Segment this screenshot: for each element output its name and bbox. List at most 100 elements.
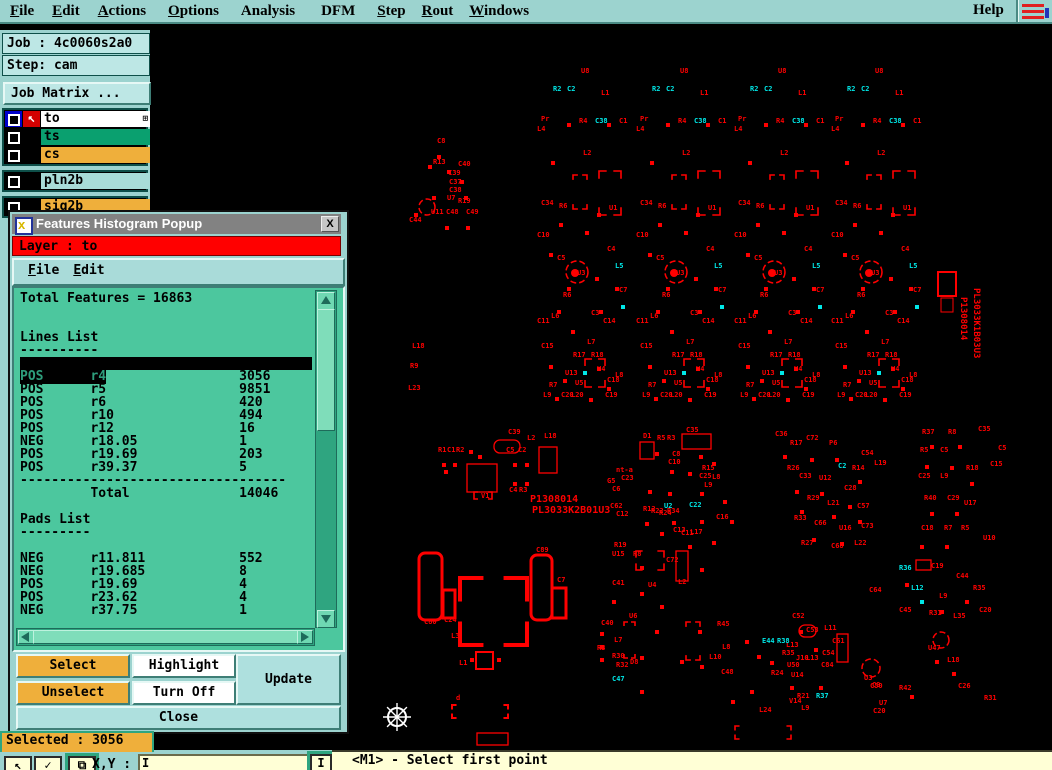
menu-item-edit[interactable]: Edit (52, 3, 80, 19)
layer-row-cs[interactable]: cs (4, 146, 150, 164)
histogram-row[interactable]: POS r10 494 (20, 408, 263, 423)
histogram-row[interactable]: POS r19.69 4 (20, 577, 247, 592)
histogram-row[interactable]: POS r23.62 4 (20, 590, 247, 605)
scroll-up-icon[interactable] (317, 292, 335, 310)
scroll-right-icon[interactable] (297, 630, 313, 644)
popup-title-bar[interactable]: x Features Histogram Popup X (12, 214, 341, 235)
menu-item-dfm[interactable]: DFM (321, 3, 356, 19)
layer-visibility-checkbox[interactable] (5, 147, 22, 163)
svg-text:U3: U3 (676, 269, 684, 277)
layer-name-cs[interactable]: cs (41, 147, 150, 163)
histogram-row[interactable]: POS r5 9851 (20, 382, 271, 397)
layer-visibility-checkbox[interactable] (5, 129, 22, 145)
svg-text:C5: C5 (557, 254, 565, 262)
histogram-row[interactable]: NEG r11.811 552 (20, 551, 263, 566)
svg-text:R7: R7 (648, 381, 656, 389)
svg-text:C14: C14 (897, 317, 910, 325)
layer-name-to[interactable]: to ⊞ (41, 111, 150, 127)
svg-text:C6: C6 (612, 485, 620, 493)
menu-item-rout[interactable]: Rout (421, 3, 454, 19)
job-matrix-button[interactable]: Job Matrix ... (3, 82, 151, 105)
svg-text:R24: R24 (659, 509, 672, 517)
histogram-content[interactable]: Total Features = 16863 Lines List -------… (12, 286, 345, 652)
layer-visibility-checkbox[interactable] (5, 173, 22, 189)
histogram-row[interactable]: POS r12 16 (20, 421, 255, 436)
svg-text:R19: R19 (458, 197, 471, 205)
scroll-thumb[interactable] (317, 309, 335, 431)
svg-text:C72: C72 (666, 556, 679, 564)
histogram-row[interactable]: POS r19.69 203 (20, 447, 263, 462)
svg-text:R8: R8 (633, 550, 641, 558)
svg-text:C57: C57 (857, 502, 870, 510)
layer-name-ts[interactable]: ts (41, 129, 150, 145)
select-mode-icon[interactable]: ↖ (4, 756, 32, 770)
update-button[interactable]: Update (236, 654, 341, 705)
horizontal-scrollbar[interactable] (16, 628, 315, 646)
svg-text:L23: L23 (408, 384, 421, 392)
menu-item-actions[interactable]: Actions (97, 3, 147, 19)
svg-text:V14: V14 (789, 697, 802, 705)
svg-text:C24: C24 (444, 616, 457, 624)
histogram-row[interactable]: NEG r37.75 1 (20, 603, 247, 618)
histogram-row[interactable]: POS r39.37 5 (20, 460, 247, 475)
hscroll-thumb[interactable] (33, 630, 298, 644)
check-icon[interactable]: ✓ (34, 756, 62, 770)
histogram-row[interactable]: POS r6 420 (20, 395, 263, 410)
close-button[interactable]: Close (16, 706, 341, 730)
layer-visibility-checkbox[interactable] (5, 111, 22, 127)
svg-text:L9: L9 (543, 391, 551, 399)
histogram-row[interactable]: NEG r19.685 8 (20, 564, 247, 579)
close-icon[interactable]: X (321, 216, 339, 232)
svg-text:R2: R2 (750, 85, 758, 93)
svg-text:R6: R6 (658, 202, 666, 210)
histogram-text: Total Features = 16863 (20, 292, 193, 306)
select-button[interactable]: Select (16, 654, 130, 678)
menu-item-help[interactable]: Help (973, 2, 1004, 18)
svg-text:C4: C4 (706, 245, 714, 253)
turn-off-button[interactable]: Turn Off (132, 681, 236, 705)
svg-text:Pr: Pr (835, 115, 843, 123)
svg-text:V1: V1 (481, 492, 489, 500)
popup-menu-file[interactable]: File (28, 263, 60, 278)
windows-overlap-icon[interactable]: ⧉ (65, 753, 99, 770)
svg-text:C11: C11 (734, 317, 747, 325)
unselect-button[interactable]: Unselect (16, 681, 130, 705)
histogram-list[interactable]: Total Features = 16863 Lines List -------… (20, 292, 312, 622)
svg-text:C2: C2 (838, 462, 846, 470)
menu-item-analysis[interactable]: Analysis (240, 3, 296, 19)
scroll-down-icon[interactable] (317, 610, 335, 628)
layer-name-pln2b[interactable]: pln2b (41, 173, 150, 189)
svg-text:C34: C34 (541, 199, 554, 207)
popup-menu-edit[interactable]: Edit (73, 263, 105, 278)
menu-item-step[interactable]: Step (377, 3, 406, 19)
xy-input[interactable]: I (138, 754, 310, 770)
svg-text:C18: C18 (921, 524, 934, 532)
scroll-left-icon[interactable] (18, 630, 34, 644)
svg-text:U13: U13 (565, 369, 578, 377)
layer-row-to[interactable]: ↖ to ⊞ (4, 110, 150, 128)
menu-item-options[interactable]: Options (168, 3, 219, 19)
popup-window-icon: x (15, 217, 33, 235)
svg-text:R18: R18 (690, 351, 703, 359)
menu-item-windows[interactable]: Windows (469, 3, 530, 19)
svg-text:C16: C16 (716, 513, 729, 521)
svg-text:C33: C33 (799, 472, 812, 480)
i-beam-icon[interactable]: I (307, 751, 335, 770)
svg-text:R6: R6 (760, 291, 768, 299)
layer-row-ts[interactable]: ts (4, 128, 150, 146)
svg-text:U8: U8 (778, 67, 786, 75)
fast-menu-icon[interactable] (1022, 2, 1052, 22)
svg-text:U8: U8 (581, 67, 589, 75)
svg-text:L11: L11 (824, 624, 837, 632)
menu-bar: File Edit Actions Options Analysis DFM Step Rou… (0, 0, 1052, 24)
selected-count-bar: Selected : 3056 (0, 731, 154, 755)
histogram-row[interactable]: NEG r18.05 1 (20, 434, 247, 449)
layer-grid-icon[interactable]: ⊞ (142, 114, 148, 124)
menu-item-file[interactable]: File (10, 3, 35, 19)
layer-row-pln2b[interactable]: pln2b (4, 172, 150, 190)
histogram-row[interactable]: POS r4 3056 (20, 369, 271, 384)
histogram-text (20, 305, 312, 318)
highlight-button[interactable]: Highlight (132, 654, 236, 678)
vertical-scrollbar[interactable] (315, 290, 337, 628)
svg-text:C40: C40 (458, 160, 471, 168)
